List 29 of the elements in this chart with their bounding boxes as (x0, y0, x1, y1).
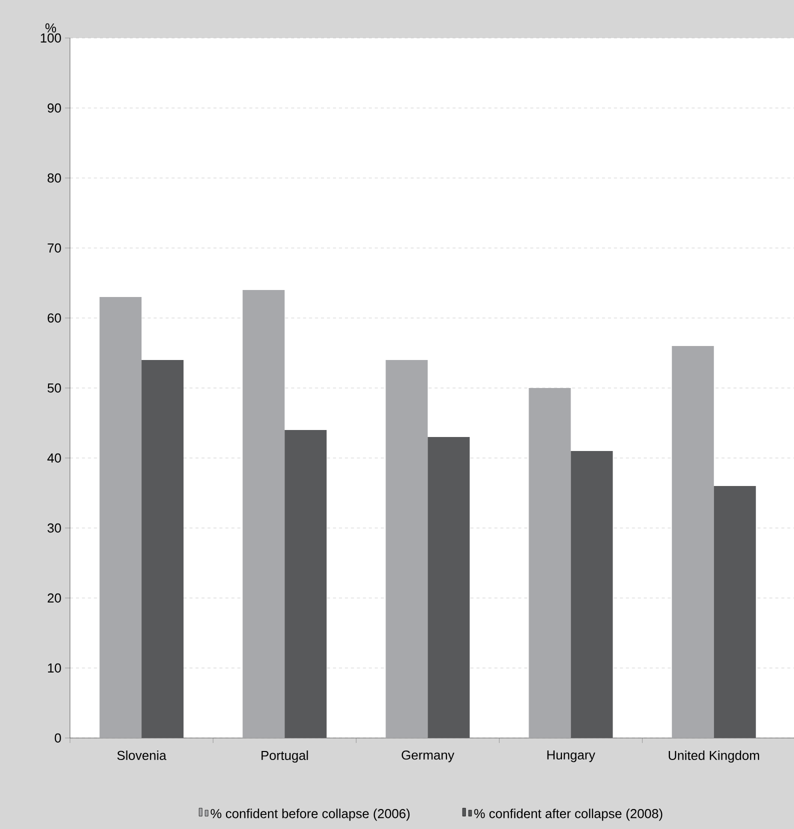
bar (528, 388, 571, 738)
y-tick-label: 20 (48, 593, 61, 603)
bar (386, 360, 428, 738)
x-tick-label: Slovenia (117, 750, 166, 760)
bar (672, 346, 714, 738)
x-tick-label: Portugal (261, 750, 308, 763)
legend-label: % confident before collapse (2006) (210, 808, 410, 821)
y-tick-label: 100 (40, 33, 61, 43)
bar (284, 430, 327, 738)
y-tick-label: 40 (47, 453, 61, 463)
bar (428, 436, 470, 738)
y-tick-label: 0 (54, 733, 61, 743)
bar (242, 290, 285, 738)
x-tick-label: United Kingdom (668, 750, 759, 763)
bar (570, 450, 613, 738)
y-tick-label: 10 (48, 663, 61, 673)
y-tick-label: 70 (48, 243, 61, 253)
y-tick-label: 30 (47, 523, 61, 533)
bar (714, 486, 756, 738)
bar (141, 360, 184, 738)
y-tick-label: 60 (48, 313, 61, 323)
y-tick-label: 80 (48, 173, 61, 183)
y-tick-label: 90 (48, 103, 61, 113)
bar (99, 297, 142, 738)
x-tick-label: Hungary (547, 750, 596, 762)
legend-label: % confident after collapse (2008) (474, 808, 662, 821)
x-tick-label: Germany (402, 750, 454, 762)
y-axis-title: % (45, 23, 56, 32)
y-tick-label: 50 (47, 383, 61, 393)
